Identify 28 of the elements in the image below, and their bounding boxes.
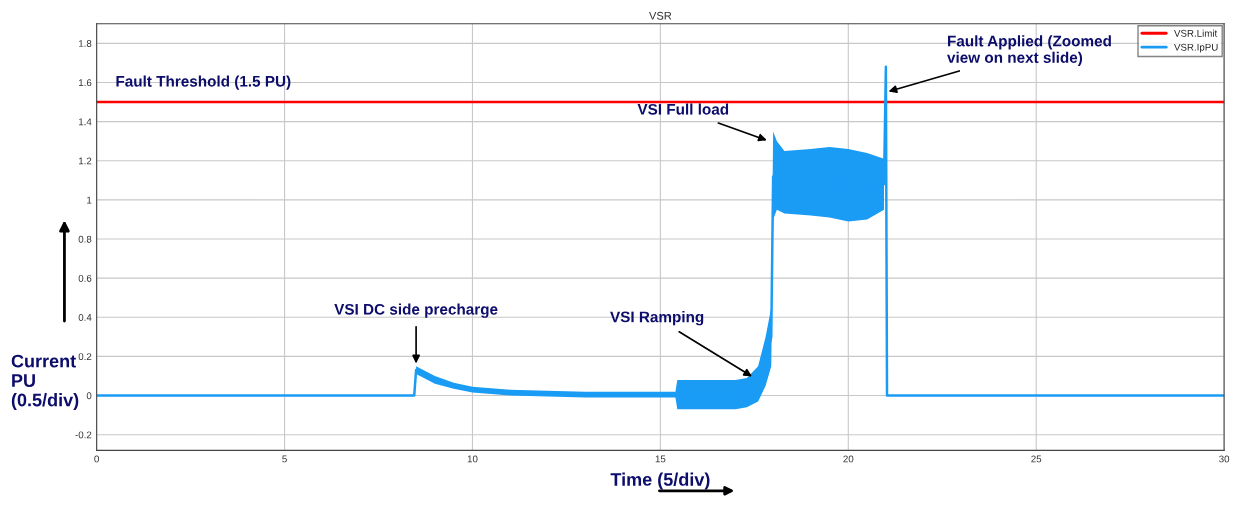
x-tick-label: 25 <box>1031 455 1042 463</box>
annotation: VSI DC side precharge <box>334 303 498 318</box>
y-tick-label: 1.8 <box>79 40 92 47</box>
y-axis-title: Current PU (0.5/div) <box>11 354 79 410</box>
y-tick-label: 1.4 <box>79 118 92 126</box>
x-tick-label: 30 <box>1219 455 1230 463</box>
y-tick-label: 1 <box>87 196 92 204</box>
y-tick-label: 0.8 <box>78 235 92 243</box>
legend-label: VSR.Limit <box>1174 29 1218 37</box>
x-tick-label: 20 <box>843 455 854 463</box>
y-tick-label: 1.2 <box>79 157 92 165</box>
x-tick-label: 5 <box>282 455 287 463</box>
legend-label: VSR.IpPU <box>1174 43 1218 53</box>
y-tick-label: 0 <box>86 392 92 400</box>
x-axis-title: Time (5/div) <box>610 472 710 490</box>
y-tick-label: 0.4 <box>78 314 92 321</box>
x-tick-label: 10 <box>467 455 478 463</box>
annotation: VSI Full load <box>637 103 729 115</box>
y-tick-label: 1.6 <box>79 79 92 87</box>
x-tick-label: 0 <box>94 455 99 463</box>
y-tick-label: -0.2 <box>75 431 92 439</box>
annotation: VSI Ramping <box>610 311 704 326</box>
x-tick-label: 15 <box>655 455 666 463</box>
chart-title: VSR <box>649 11 672 20</box>
annotation: Fault Applied (Zoomed view on next slide) <box>947 35 1111 66</box>
y-tick-label: 0.2 <box>78 353 92 361</box>
y-tick-label: 0.6 <box>78 274 92 282</box>
annotation: Fault Threshold (1.5 PU) <box>116 75 291 90</box>
